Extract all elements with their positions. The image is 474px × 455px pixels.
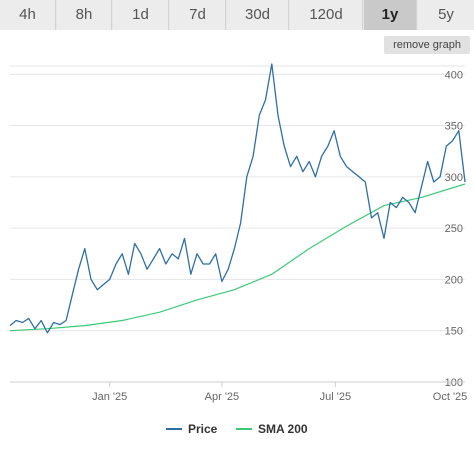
sma-200-series-line (9, 183, 466, 332)
x-tick-label: Jul '25 (320, 391, 351, 403)
tab-30d[interactable]: 30d (227, 0, 289, 30)
legend-swatch-price (166, 428, 182, 430)
legend-label-price: Price (188, 422, 218, 436)
time-range-tabs: 4h 8h 1d 7d 30d 120d 1y 5y (0, 0, 474, 30)
y-tick-label: 250 (445, 223, 463, 235)
series-layer (9, 63, 466, 334)
chart-legend: Price SMA 200 (0, 420, 474, 438)
price-chart: 100 150 200 250 300 350 400 Jan '25 Apr '25 Jul … (9, 63, 468, 403)
remove-graph-button[interactable]: remove graph (384, 36, 470, 54)
x-tick-label: Apr '25 (205, 391, 240, 403)
tab-1d[interactable]: 1d (113, 0, 169, 30)
tab-8h[interactable]: 8h (57, 0, 112, 30)
legend-label-sma: SMA 200 (258, 422, 308, 436)
y-tick-label: 400 (445, 69, 463, 81)
legend-swatch-sma (236, 428, 252, 430)
tab-4h[interactable]: 4h (0, 0, 56, 30)
y-tick-label: 200 (445, 274, 463, 286)
y-axis: 100 150 200 250 300 350 400 (445, 69, 463, 389)
y-tick-label: 350 (445, 121, 463, 133)
tab-120d[interactable]: 120d (290, 0, 363, 30)
y-tick-label: 100 (445, 377, 463, 389)
y-tick-label: 150 (445, 326, 463, 338)
y-tick-label: 300 (445, 172, 463, 184)
x-tick-label: Jan '25 (92, 391, 127, 403)
tab-1y[interactable]: 1y (364, 0, 417, 30)
grid-lines (10, 65, 465, 383)
tab-5y[interactable]: 5y (418, 0, 474, 30)
tab-7d[interactable]: 7d (170, 0, 226, 30)
price-series-line (9, 63, 466, 334)
x-tick-label: Oct '25 (433, 391, 468, 403)
x-axis: Jan '25 Apr '25 Jul '25 Oct '25 (10, 381, 468, 403)
